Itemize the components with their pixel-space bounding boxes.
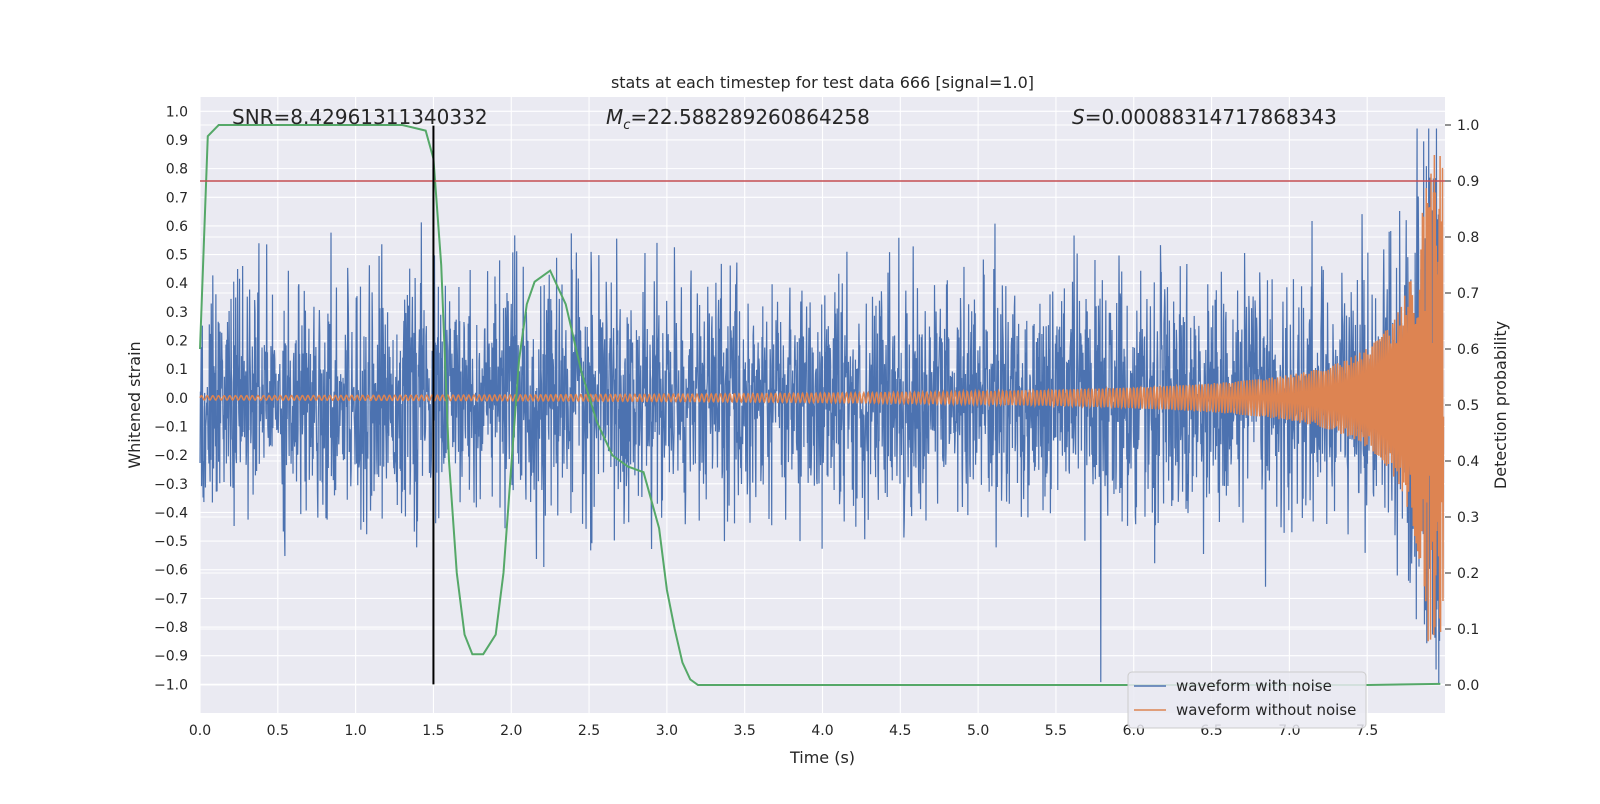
annotation-snr: SNR=8.42961311340332 — [232, 105, 488, 129]
y2-tick-label: 0.5 — [1457, 398, 1479, 414]
clean-waveform-line — [199, 154, 1445, 642]
y2-tick-label: 1.0 — [1457, 118, 1479, 134]
y2-tick-label: 0.7 — [1457, 286, 1479, 302]
y2-tick-label: 0.8 — [1457, 230, 1479, 246]
annotation-chirp-mass: Mc=22.588289260864258 — [606, 105, 870, 133]
y-tick-label: 0.1 — [166, 362, 188, 378]
y-tick-label: −0.9 — [154, 649, 188, 665]
y2-axis-label: Detection probability — [1491, 321, 1510, 489]
y2-tick-label: 0.2 — [1457, 566, 1479, 582]
y2-tick-label: 0.6 — [1457, 342, 1479, 358]
detection-probability-line — [199, 124, 1441, 686]
x-tick-label: 4.5 — [889, 723, 911, 739]
y-tick-label: 0.5 — [166, 248, 188, 264]
y-tick-label: 0.9 — [166, 133, 188, 149]
x-tick-label: 2.5 — [578, 723, 600, 739]
y-tick-label: 0.2 — [166, 334, 188, 350]
chart-title: stats at each timestep for test data 666… — [611, 73, 1034, 92]
markers — [200, 125, 1445, 685]
y-tick-label: −0.6 — [154, 563, 188, 579]
y-tick-label: −0.3 — [154, 477, 188, 493]
y-tick-label: 0.6 — [166, 219, 188, 235]
chirp-mass-subscript: c — [623, 118, 630, 133]
y-tick-label: 0.3 — [166, 305, 188, 321]
legend-box — [1127, 671, 1367, 729]
y-tick-label: 0.8 — [166, 162, 188, 178]
series-detection-probability — [199, 124, 1441, 686]
x-tick-label: 3.5 — [734, 723, 756, 739]
y-tick-label: −0.5 — [154, 534, 188, 550]
y2-tick-label: 0.0 — [1457, 678, 1479, 694]
legend-label-waveform-without-noise: waveform without noise — [1176, 701, 1356, 719]
x-tick-label: 5.0 — [967, 723, 989, 739]
noisy-waveform-line — [199, 128, 1441, 685]
y2-tick-label: 0.1 — [1457, 622, 1479, 638]
y2-tick-label: 0.3 — [1457, 510, 1479, 526]
series-waveform-with-noise — [199, 128, 1441, 685]
tick-labels: 0.0 0.5 1.0 1.5 2.0 2.5 3.0 3.5 4.0 4.5 5.0 5.5 6.0 6… — [154, 104, 1479, 739]
y-tick-label: 0.4 — [166, 276, 188, 292]
x-axis-label: Time (s) — [789, 748, 855, 767]
x-tick-label: 1.5 — [422, 723, 444, 739]
chirp-mass-symbol: M — [606, 105, 623, 129]
legend: waveform with noise waveform without noi… — [1127, 671, 1367, 729]
x-tick-label: 0.0 — [189, 723, 211, 739]
x-tick-label: 0.5 — [267, 723, 289, 739]
series-waveform-without-noise — [199, 154, 1445, 642]
y-tick-label: −0.8 — [154, 620, 188, 636]
y-tick-label: −1.0 — [154, 677, 188, 693]
chirp-mass-value: =22.588289260864258 — [630, 105, 869, 129]
y-tick-label: −0.1 — [154, 419, 188, 435]
y-tick-label: 1.0 — [166, 104, 188, 120]
score-symbol: S — [1072, 105, 1085, 129]
x-tick-label: 4.0 — [811, 723, 833, 739]
annotation-score: S=0.00088314717868343 — [1072, 105, 1337, 129]
score-value: =0.00088314717868343 — [1085, 105, 1337, 129]
y-tick-label: −0.4 — [154, 505, 188, 521]
y2-tick-label: 0.4 — [1457, 454, 1479, 470]
x-tick-label: 2.0 — [500, 723, 522, 739]
x-tick-label: 1.0 — [344, 723, 366, 739]
y-axis-label: Whitened strain — [125, 341, 144, 468]
y2-tick-label: 0.9 — [1457, 174, 1479, 190]
x-tick-label: 3.0 — [656, 723, 678, 739]
y-tick-label: −0.2 — [154, 448, 188, 464]
y-tick-label: 0.7 — [166, 190, 188, 206]
x-tick-label: 5.5 — [1045, 723, 1067, 739]
legend-label-waveform-with-noise: waveform with noise — [1176, 677, 1332, 695]
y-tick-label: −0.7 — [154, 591, 188, 607]
y-tick-label: 0.0 — [166, 391, 188, 407]
